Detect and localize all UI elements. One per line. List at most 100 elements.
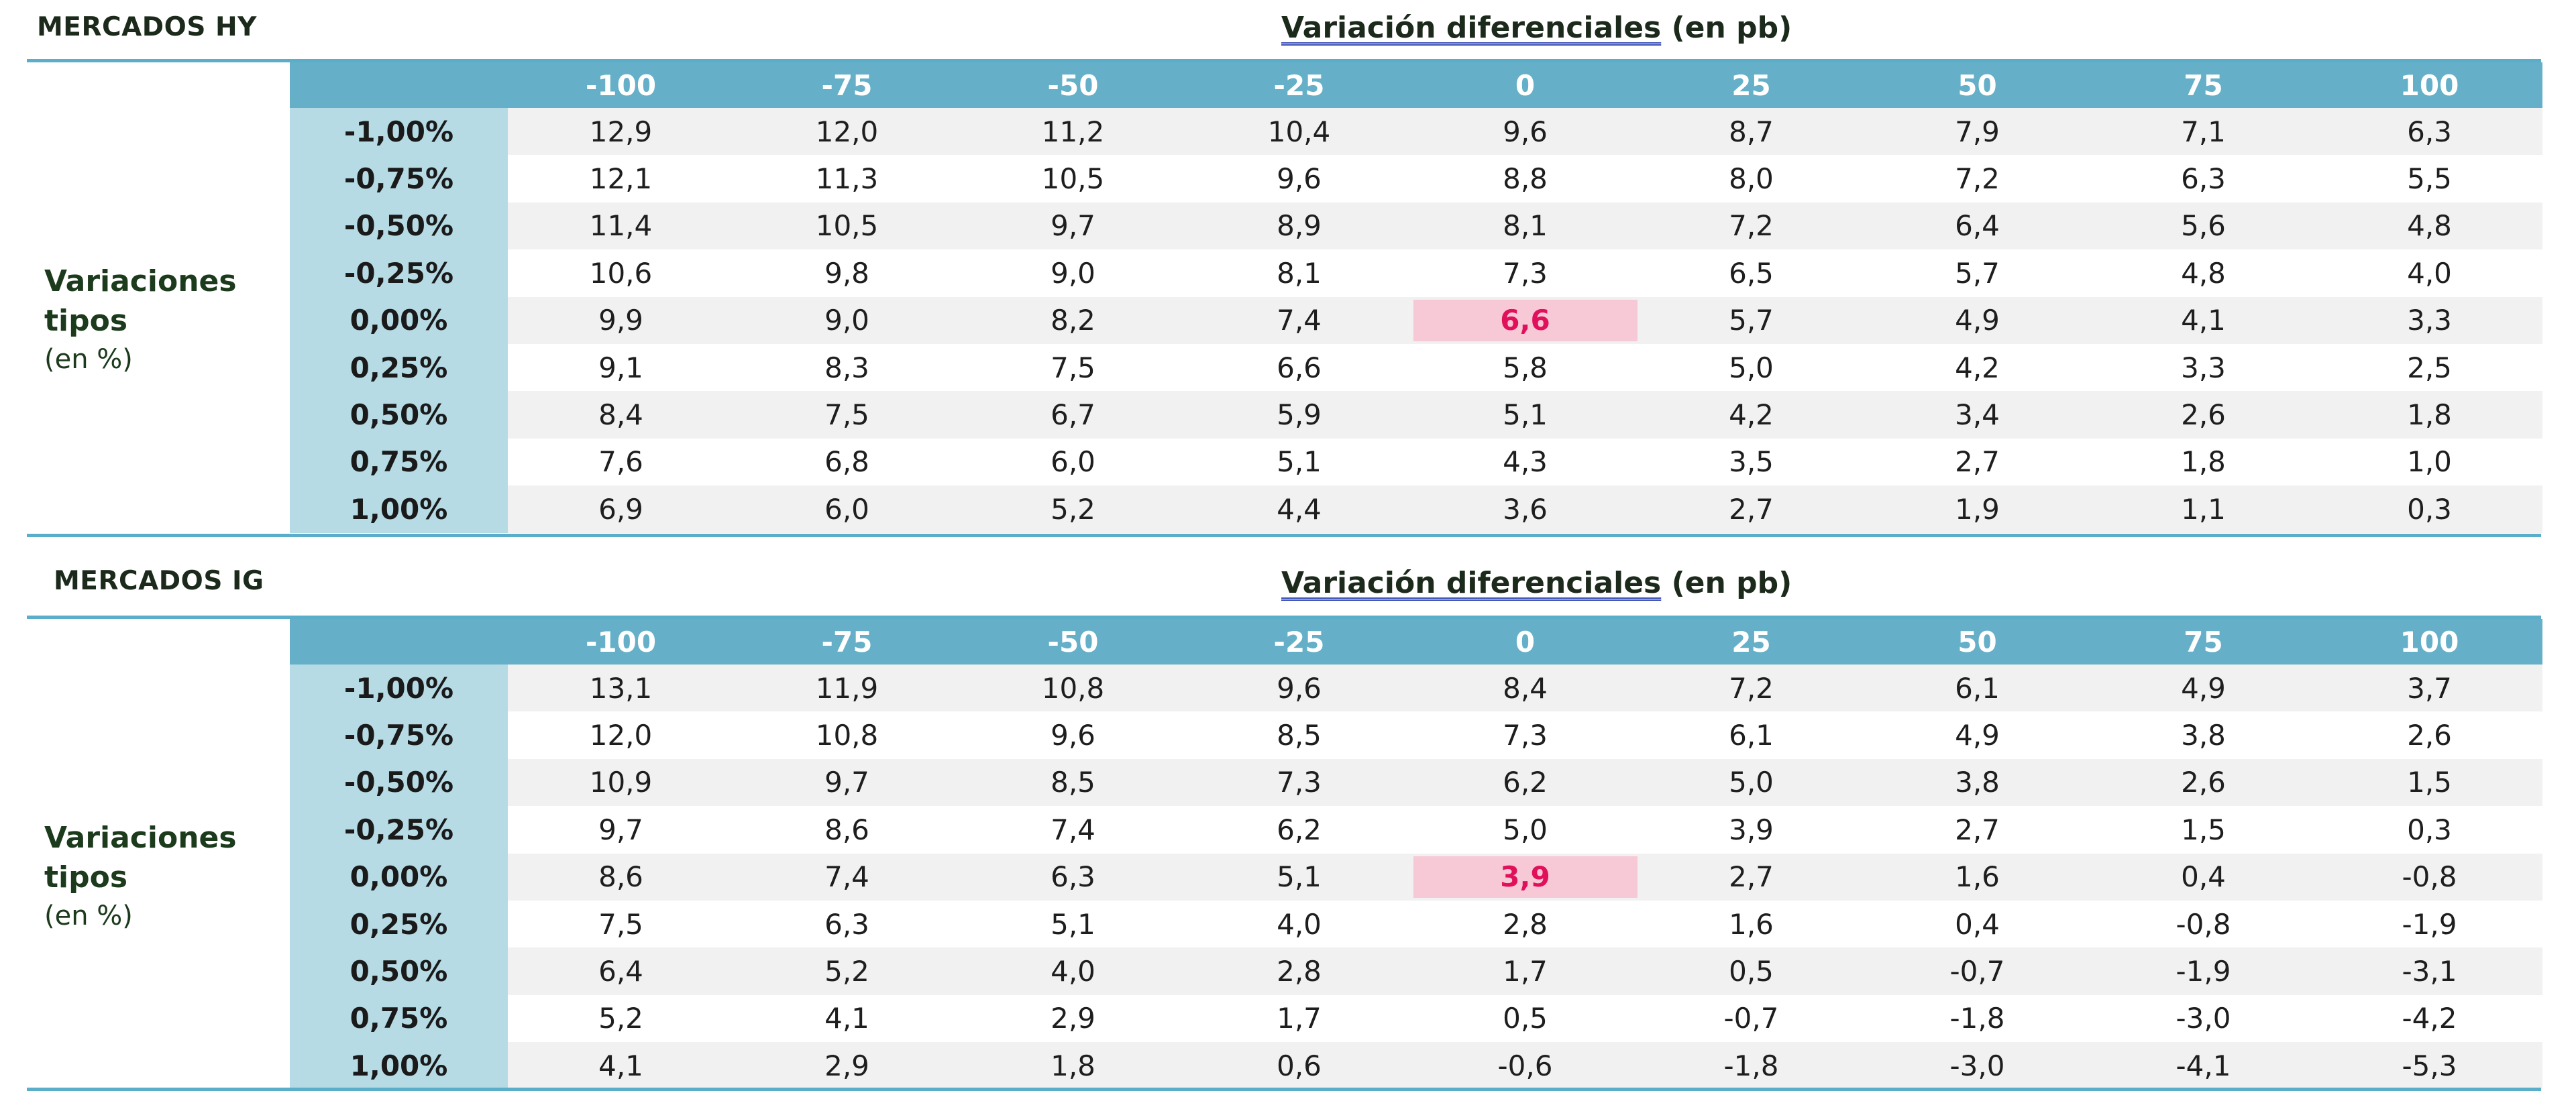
ig-table-cell: -5,3	[2316, 1042, 2542, 1090]
ig-table-row: -0,25% 9,7 8,6 7,4 6,2 5,0 3,9 2,7 1,5 0,3	[290, 806, 2542, 854]
hy-table-cell: 6,7	[960, 391, 1186, 439]
ig-table-cell: 5,1	[960, 900, 1186, 948]
ig-table-cell: 6,2	[1412, 758, 1638, 807]
hy-highlighted-value: 6,6	[1413, 299, 1638, 341]
ig-section-title: MERCADOS IG	[54, 566, 264, 596]
hy-table-cell: 6,0	[734, 485, 960, 533]
hy-table-cell: 5,8	[1412, 343, 1638, 392]
hy-table-cell: 2,5	[2316, 343, 2542, 392]
hy-row-header: 0,50%	[290, 391, 508, 439]
hy-table-cell: 5,1	[1186, 438, 1412, 486]
hy-table-cell: 7,6	[508, 438, 734, 486]
ig-table-cell: -0,7	[1638, 994, 1864, 1043]
ig-table-cell: -1,8	[1638, 1042, 1864, 1090]
hy-table-cell: 4,1	[2090, 296, 2316, 344]
hy-table-row: 0,50% 8,4 7,5 6,7 5,9 5,1 4,2 3,4 2,6 1,8	[290, 391, 2542, 439]
hy-table-row: 1,00% 6,9 6,0 5,2 4,4 3,6 2,7 1,9 1,1 0,3	[290, 485, 2542, 533]
ig-table-cell: 1,6	[1638, 900, 1864, 948]
hy-table-row: -0,50% 11,4 10,5 9,7 8,9 8,1 7,2 6,4 5,6 4,8	[290, 202, 2542, 250]
hy-side-label-line2: tipos	[44, 304, 128, 338]
ig-table-cell: -4,1	[2090, 1042, 2316, 1090]
hy-column-header: -50	[960, 62, 1186, 108]
ig-table-cell: 1,5	[2316, 758, 2542, 807]
ig-column-header: 75	[2090, 619, 2316, 665]
hy-table-row: -0,25% 10,6 9,8 9,0 8,1 7,3 6,5 5,7 4,8 4,0	[290, 249, 2542, 297]
hy-table-cell: 8,4	[508, 391, 734, 439]
hy-table-cell: 9,0	[960, 249, 1186, 297]
hy-column-header: 75	[2090, 62, 2316, 108]
hy-table-cell: 9,6	[1186, 155, 1412, 203]
hy-table-cell: 5,0	[1638, 343, 1864, 392]
ig-table-cell: 5,0	[1638, 758, 1864, 807]
hy-table-cell: 7,9	[1864, 108, 2090, 156]
ig-table-cell: 5,2	[508, 994, 734, 1043]
ig-table-cell: 3,8	[1864, 758, 2090, 807]
ig-side-label-line3: (en %)	[44, 901, 133, 931]
ig-table-cell: 2,8	[1186, 947, 1412, 995]
ig-row-header: 1,00%	[290, 1042, 508, 1090]
ig-sensitivity-table: -100 -75 -50 -25 0 25 50 75 100 -1,00% 13,1 11,9 10,…	[290, 619, 2542, 1090]
hy-table-cell: 6,4	[1864, 202, 2090, 250]
hy-table-cell: 5,7	[1638, 296, 1864, 344]
ig-column-header: 50	[1864, 619, 2090, 665]
ig-table-cell: -4,2	[2316, 994, 2542, 1043]
ig-table-row: -0,50% 10,9 9,7 8,5 7,3 6,2 5,0 3,8 2,6 1,5	[290, 758, 2542, 807]
ig-table-cell: 0,5	[1638, 947, 1864, 995]
ig-highlighted-value: 3,9	[1413, 856, 1638, 898]
hy-table-cell: 6,3	[2316, 108, 2542, 156]
ig-table-cell: 9,7	[734, 758, 960, 807]
ig-table-cell: 8,6	[508, 853, 734, 901]
hy-table-cell: 3,6	[1412, 485, 1638, 533]
ig-table-cell: 6,2	[1186, 806, 1412, 854]
ig-header-row: -100 -75 -50 -25 0 25 50 75 100	[290, 619, 2542, 665]
ig-table-cell: 6,4	[508, 947, 734, 995]
hy-table-cell: 8,1	[1412, 202, 1638, 250]
hy-table-cell: 11,4	[508, 202, 734, 250]
ig-table-cell: -3,0	[2090, 994, 2316, 1043]
ig-table-cell: 6,3	[960, 853, 1186, 901]
ig-highlighted-cell: 3,9	[1412, 853, 1638, 901]
ig-table-cell: -0,8	[2090, 900, 2316, 948]
ig-subtitle-underlined: Variación diferenciales	[1281, 566, 1662, 600]
hy-bottom-rule	[27, 534, 2541, 537]
hy-table-row: -0,75% 12,1 11,3 10,5 9,6 8,8 8,0 7,2 6,3 5,5	[290, 155, 2542, 203]
hy-table-subtitle: Variación diferenciales (en pb)	[1281, 11, 1952, 45]
ig-table-cell: 9,6	[960, 711, 1186, 759]
ig-table-cell: 0,3	[2316, 806, 2542, 854]
hy-table-cell: 1,0	[2316, 438, 2542, 486]
ig-table-cell: 8,5	[960, 758, 1186, 807]
hy-table-cell: 3,3	[2316, 296, 2542, 344]
hy-column-header: -75	[734, 62, 960, 108]
hy-table-cell: 4,2	[1638, 391, 1864, 439]
ig-table-cell: 7,3	[1186, 758, 1412, 807]
ig-table-cell: 0,4	[2090, 853, 2316, 901]
hy-row-header: -0,50%	[290, 202, 508, 250]
hy-table-cell: 3,3	[2090, 343, 2316, 392]
ig-row-header: -0,75%	[290, 711, 508, 759]
hy-section-title: MERCADOS HY	[37, 12, 257, 42]
hy-table-cell: 8,2	[960, 296, 1186, 344]
hy-table-cell: 7,5	[960, 343, 1186, 392]
hy-column-header: -25	[1186, 62, 1412, 108]
ig-table-cell: 2,6	[2090, 758, 2316, 807]
hy-table-cell: 10,5	[734, 202, 960, 250]
hy-table-cell: 4,8	[2090, 249, 2316, 297]
hy-table-cell: 8,0	[1638, 155, 1864, 203]
ig-table-cell: 1,8	[960, 1042, 1186, 1090]
ig-table-cell: 4,1	[734, 994, 960, 1043]
hy-table-cell: 0,3	[2316, 485, 2542, 533]
ig-row-header: 0,25%	[290, 900, 508, 948]
ig-bottom-rule	[27, 1088, 2541, 1091]
hy-table-cell: 12,0	[734, 108, 960, 156]
ig-table-cell: 6,3	[734, 900, 960, 948]
hy-table-cell: 5,2	[960, 485, 1186, 533]
ig-table-cell: 7,4	[960, 806, 1186, 854]
ig-column-header: 100	[2316, 619, 2542, 665]
hy-column-header: 50	[1864, 62, 2090, 108]
hy-subtitle-rest: (en pb)	[1661, 11, 1792, 45]
hy-table-cell: 1,9	[1864, 485, 2090, 533]
hy-table-cell: 7,3	[1412, 249, 1638, 297]
hy-table-cell: 7,2	[1638, 202, 1864, 250]
ig-row-header: -1,00%	[290, 665, 508, 712]
ig-table-cell: 3,9	[1638, 806, 1864, 854]
